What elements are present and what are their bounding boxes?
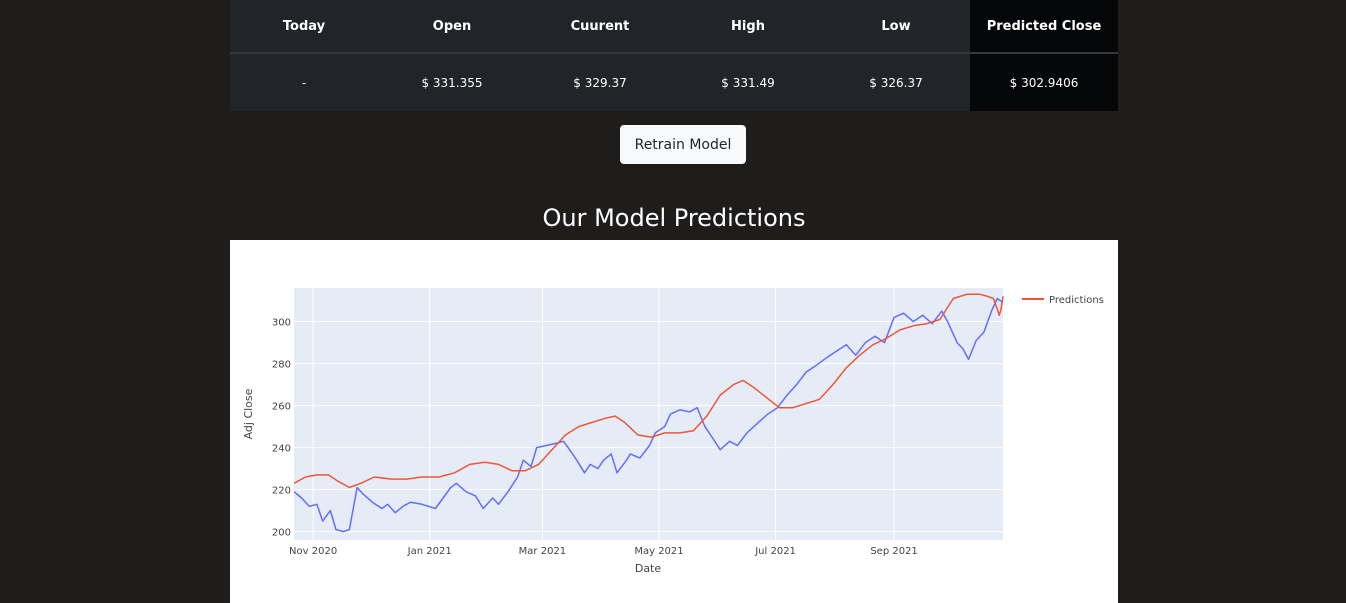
prediction-chart: 200 220 240 260 280 300 Nov 2020 Jan 2021 Mar 2… (230, 240, 1118, 603)
value-today: - (230, 53, 378, 111)
legend[interactable]: Predictions (1022, 295, 1104, 306)
y-tick-labels: 200 220 240 260 280 300 (272, 318, 291, 539)
header-today: Today (230, 0, 378, 54)
value-predicted-close: $ 302.9406 (970, 53, 1118, 111)
x-tick-label: Sep 2021 (870, 546, 917, 557)
value-high: $ 331.49 (674, 53, 822, 111)
quote-table: Today Open Cuurent High Low Predicted Cl… (230, 0, 1118, 111)
header-high: High (674, 0, 822, 54)
series-lines (293, 293, 1004, 533)
header-current: Cuurent (526, 0, 674, 54)
y-tick-label: 200 (272, 528, 291, 539)
y-tick-label: 280 (272, 360, 291, 371)
value-low: $ 326.37 (822, 53, 970, 111)
y-axis-title: Adj Close (242, 388, 255, 439)
x-tick-label: Mar 2021 (519, 546, 567, 557)
header-open: Open (378, 0, 526, 54)
header-predicted-close: Predicted Close (970, 0, 1118, 54)
plot-area (294, 288, 1003, 540)
x-tick-label: Jul 2021 (754, 546, 796, 557)
quote-value-row: - $ 331.355 $ 329.37 $ 331.49 $ 326.37 $… (230, 53, 1118, 111)
x-tick-labels: Nov 2020 Jan 2021 Mar 2021 May 2021 Jul 2021… (289, 546, 918, 557)
y-tick-label: 300 (272, 318, 291, 329)
value-current: $ 329.37 (526, 53, 674, 111)
value-open: $ 331.355 (378, 53, 526, 111)
x-tick-label: Jan 2021 (407, 546, 452, 557)
grid-lines (294, 288, 1003, 540)
quote-header-row: Today Open Cuurent High Low Predicted Cl… (230, 0, 1118, 54)
x-tick-label: May 2021 (634, 546, 683, 557)
section-title: Our Model Predictions (542, 204, 806, 232)
retrain-model-button[interactable]: Retrain Model (620, 125, 746, 164)
chart-svg[interactable]: 200 220 240 260 280 300 Nov 2020 Jan 2021 Mar 2… (230, 240, 1118, 603)
x-tick-label: Nov 2020 (289, 546, 337, 557)
adj-close-line (293, 297, 1004, 533)
legend-predictions-label: Predictions (1049, 295, 1104, 306)
y-tick-label: 220 (272, 486, 291, 497)
y-tick-label: 240 (272, 444, 291, 455)
header-low: Low (822, 0, 970, 54)
x-axis-title: Date (635, 562, 662, 575)
predictions-line (293, 293, 1004, 489)
y-tick-label: 260 (272, 402, 291, 413)
